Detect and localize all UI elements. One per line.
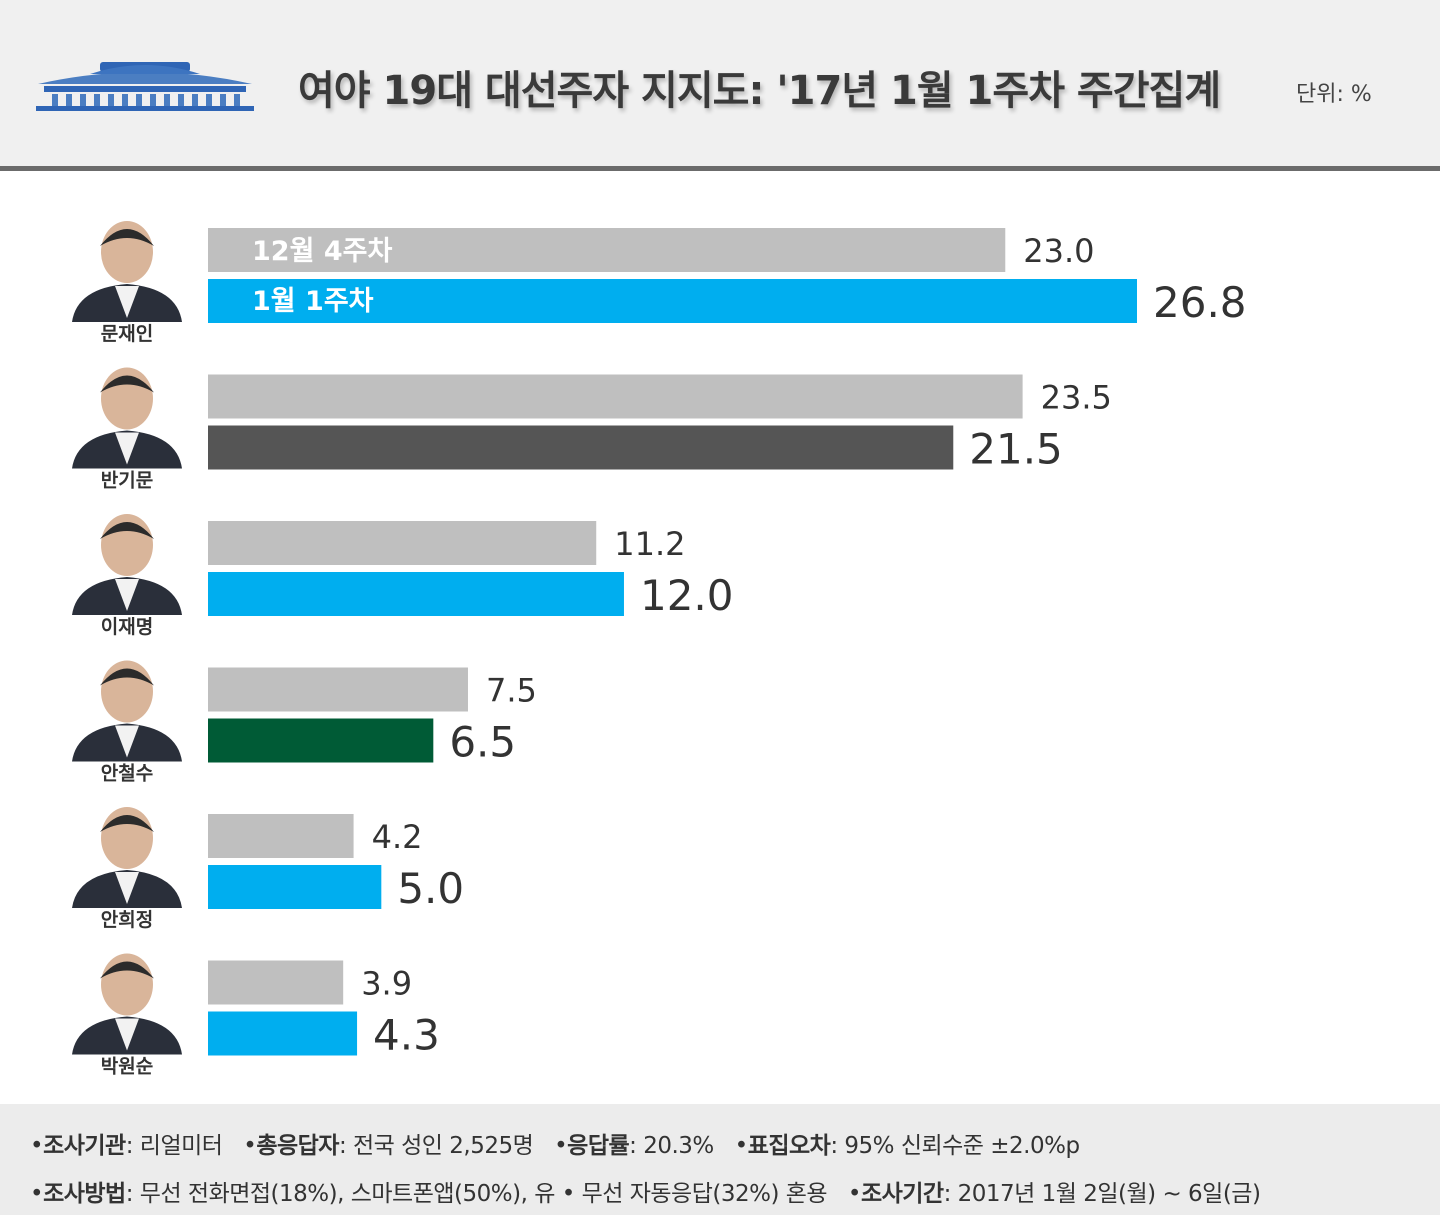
value-label-previous-week: 11.2 (614, 525, 685, 563)
bar-current-week (208, 1011, 358, 1056)
value-label-current-week: 26.8 (1153, 278, 1247, 327)
bar-current-week (208, 425, 954, 470)
survey-respondents: •총응답자: 전국 성인 2,525명 (243, 1133, 534, 1159)
candidate-portrait-icon (72, 221, 182, 322)
bar-previous-week (208, 228, 1006, 272)
candidate-portrait-icon (72, 660, 182, 762)
candidate-name: 안희정 (101, 909, 153, 931)
bar-current-week (208, 279, 1137, 323)
survey-period: •조사기간: 2017년 1월 2일(월) ~ 6일(금) (847, 1181, 1261, 1207)
value-label-previous-week: 3.9 (361, 965, 412, 1003)
candidate-name: 이재명 (101, 616, 153, 638)
value-label-previous-week: 23.0 (1023, 232, 1094, 270)
unit-label: 단위: % (1296, 82, 1372, 107)
candidate-name: 반기문 (101, 470, 153, 492)
candidate-portrait-icon (72, 514, 182, 615)
candidate-name: 문재인 (101, 323, 153, 345)
candidate-portrait-icon (72, 367, 182, 469)
legend-label-previous-week: 12월 4주차 (252, 236, 392, 267)
value-label-previous-week: 7.5 (486, 672, 537, 710)
value-label-current-week: 21.5 (969, 425, 1063, 474)
value-label-current-week: 5.0 (397, 864, 464, 913)
bar-current-week (208, 865, 382, 909)
survey-info-line-1: •조사기관: 리얼미터 •총응답자: 전국 성인 2,525명 •응답률: 20… (30, 1126, 1094, 1160)
chart-header: 여야 19대 대선주자 지지도: '17년 1월 1주차 주간집계 단위: % (0, 0, 1440, 166)
bar-current-week (208, 572, 624, 616)
value-label-previous-week: 4.2 (372, 818, 423, 856)
survey-org: •조사기관: 리얼미터 (30, 1133, 223, 1159)
chart-title: 여야 19대 대선주자 지지도: '17년 1월 1주차 주간집계 (298, 68, 1221, 114)
value-label-current-week: 4.3 (373, 1011, 440, 1060)
bar-previous-week (208, 521, 597, 565)
value-label-previous-week: 23.5 (1041, 379, 1112, 417)
candidate-name: 박원순 (101, 1056, 153, 1078)
bar-previous-week (208, 814, 354, 858)
value-label-current-week: 12.0 (640, 571, 734, 620)
survey-method: •조사방법: 무선 전화면접(18%), 스마트폰앱(50%), 유 • 무선 … (30, 1181, 828, 1207)
candidate-portrait-icon (72, 807, 182, 908)
candidate-name: 안철수 (101, 763, 153, 785)
survey-info-footer: •조사기관: 리얼미터 •총응답자: 전국 성인 2,525명 •응답률: 20… (0, 1104, 1440, 1215)
bar-previous-week (208, 374, 1023, 419)
survey-response-rate: •응답률: 20.3% (554, 1133, 714, 1159)
header-divider (0, 166, 1440, 171)
bar-previous-week (208, 667, 468, 712)
legend-label-current-week: 1월 1주차 (252, 286, 374, 317)
bar-current-week (208, 718, 434, 763)
survey-info-line-2: •조사방법: 무선 전화면접(18%), 스마트폰앱(50%), 유 • 무선 … (30, 1174, 1274, 1208)
bar-previous-week (208, 960, 344, 1005)
survey-margin-of-error: •표집오차: 95% 신뢰수준 ±2.0%p (734, 1133, 1080, 1159)
blue-house-logo-icon (36, 62, 254, 111)
value-label-current-week: 6.5 (449, 718, 516, 767)
candidate-portrait-icon (72, 953, 182, 1055)
